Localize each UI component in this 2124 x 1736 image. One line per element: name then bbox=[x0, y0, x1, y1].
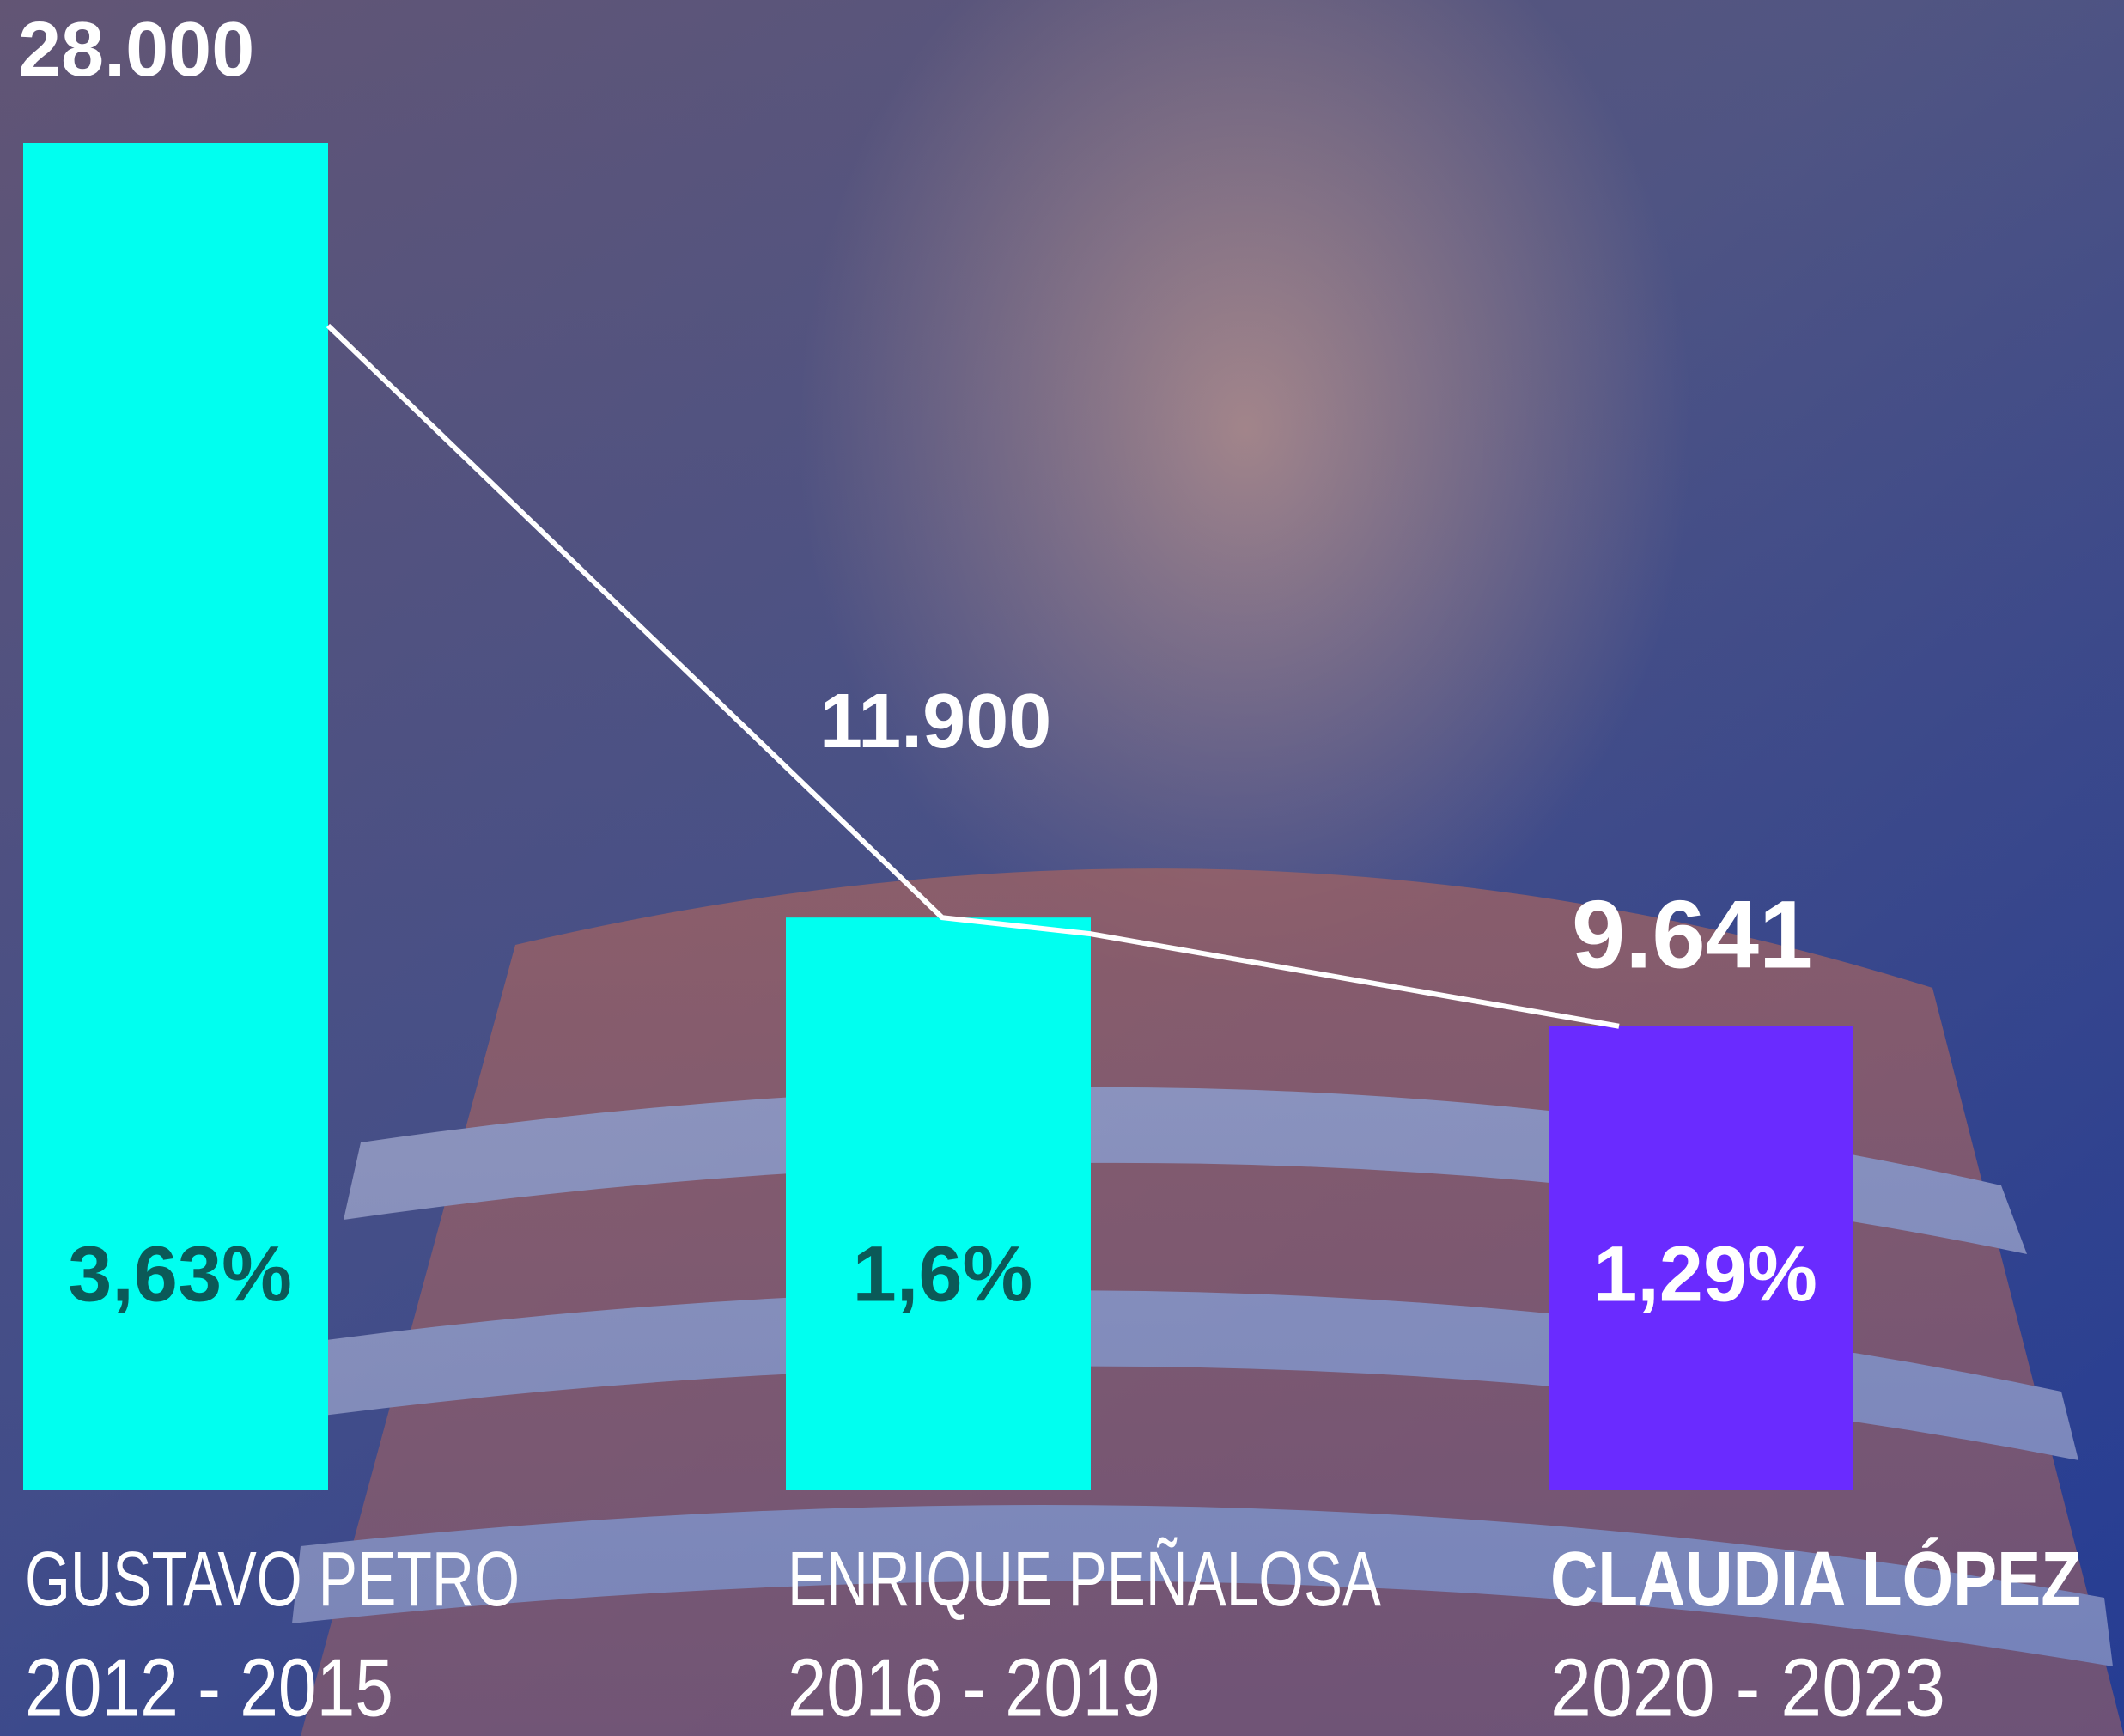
category-label: GUSTAVO PETRO bbox=[25, 1537, 520, 1623]
bar bbox=[786, 917, 1091, 1490]
share-label: 3,63% bbox=[68, 1230, 292, 1318]
category-label: ENRIQUE PEÑALOSA bbox=[788, 1537, 1381, 1623]
value-label: 11.900 bbox=[819, 679, 1051, 764]
chart: 28.000 3,63% GUSTAVO PETRO 2012 - 2015 11.90… bbox=[0, 0, 2124, 1736]
page: 28.000 3,63% GUSTAVO PETRO 2012 - 2015 11.90… bbox=[0, 0, 2124, 1736]
value-label: 9.641 bbox=[1572, 880, 1812, 988]
period-label: 2012 - 2015 bbox=[25, 1642, 393, 1733]
share-label: 1,6% bbox=[853, 1230, 1033, 1318]
value-label: 28.000 bbox=[18, 7, 254, 93]
category-label: CLAUDIA LÓPEZ bbox=[1550, 1536, 2081, 1623]
period-label: 2016 - 2019 bbox=[788, 1642, 1160, 1733]
period-label: 2020 - 2023 bbox=[1550, 1642, 1945, 1733]
share-label: 1,29% bbox=[1593, 1230, 1817, 1318]
